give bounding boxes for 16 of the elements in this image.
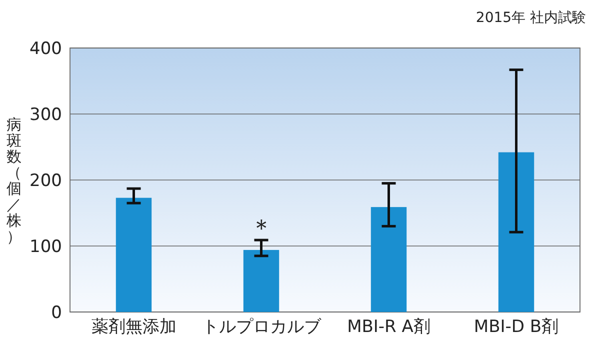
- bar: [498, 152, 534, 312]
- bar: [370, 207, 407, 312]
- x-tick-label: MBI-D B剤: [474, 317, 559, 337]
- y-axis-title: 病斑数（個／株）: [6, 115, 22, 246]
- x-tick-label: 薬剤無添加: [91, 317, 176, 337]
- x-tick-label: MBI-R A剤: [347, 317, 430, 337]
- y-tick-label: 100: [30, 236, 62, 257]
- x-tick-label: トルプロカルブ: [202, 317, 322, 337]
- y-tick-label: 200: [30, 170, 62, 191]
- y-tick-label: 0: [51, 302, 62, 323]
- text: 2015年 社内試験: [476, 10, 586, 26]
- bar: [116, 198, 152, 312]
- y-tick-label: 400: [30, 38, 62, 59]
- bar: [243, 250, 280, 312]
- y-tick-label: 300: [30, 104, 62, 125]
- annotation: ＊: [249, 214, 274, 242]
